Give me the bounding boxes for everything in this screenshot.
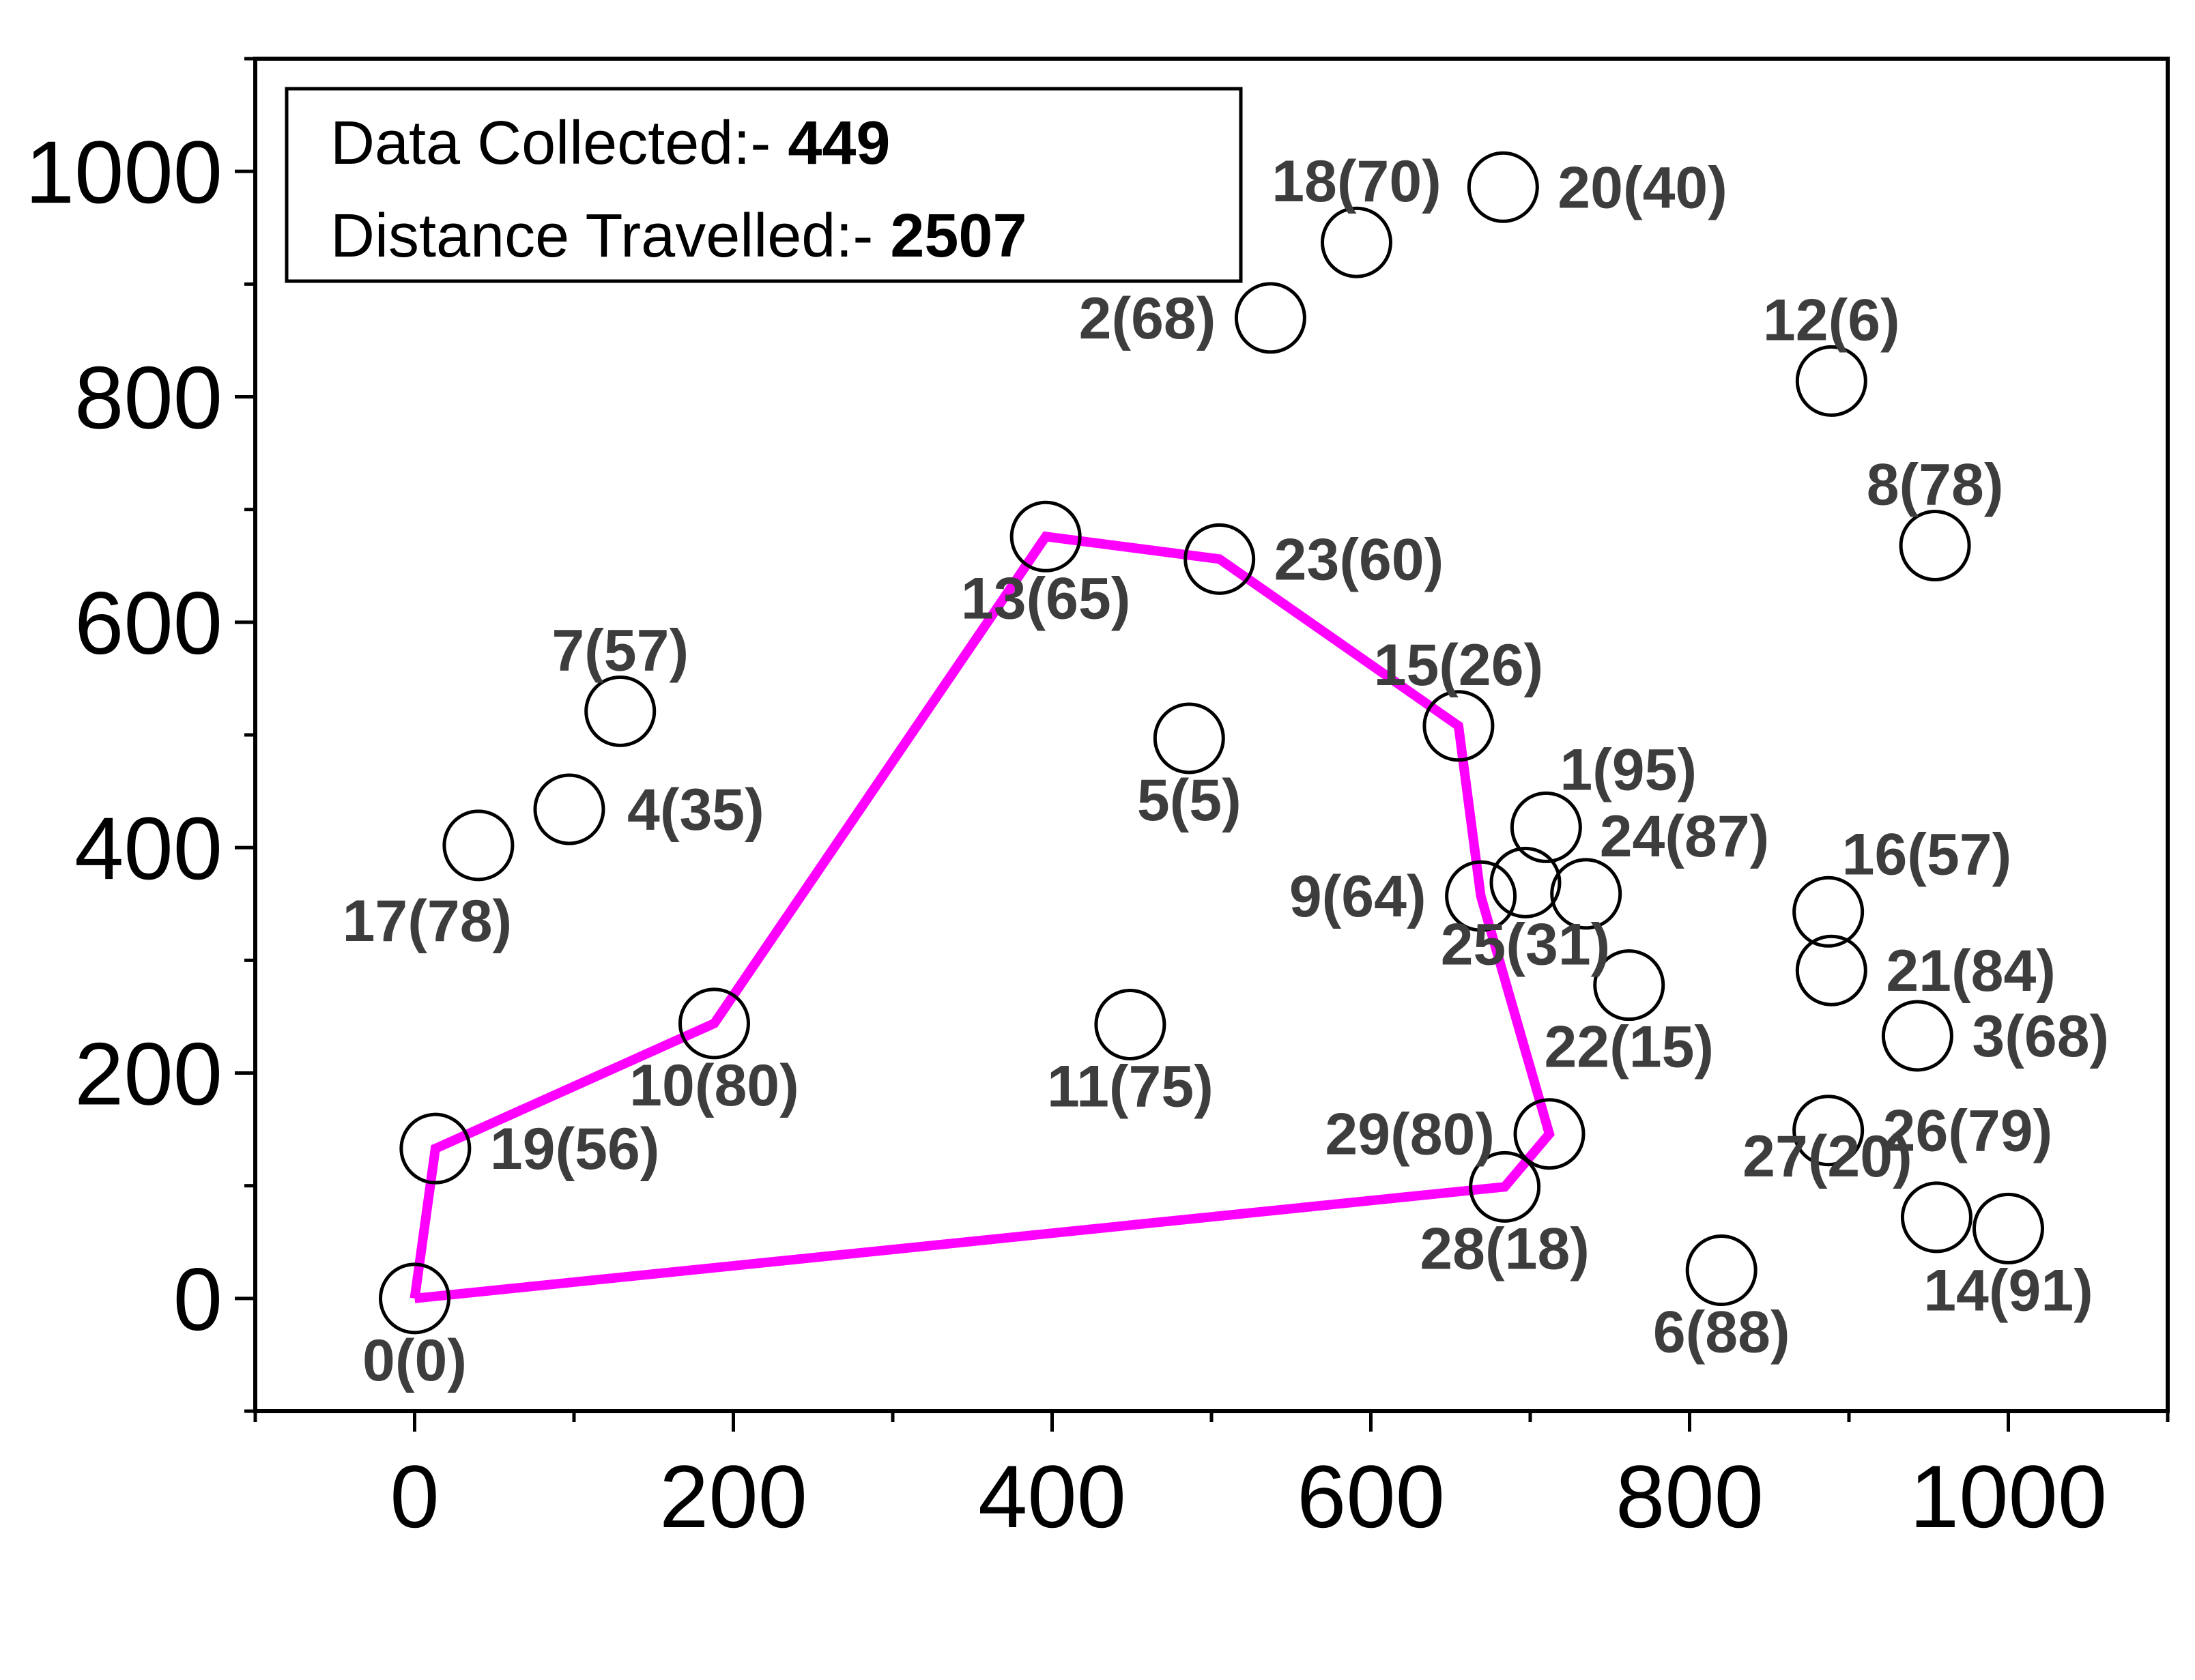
x-tick-label: 400 xyxy=(978,1447,1126,1546)
node-marker xyxy=(584,675,657,747)
node-label: 20(40) xyxy=(1558,155,1727,220)
node-marker xyxy=(1320,206,1392,278)
node-marker xyxy=(1900,1181,1972,1254)
axis-ticks xyxy=(235,57,2170,1432)
node-marker xyxy=(1795,345,1867,417)
node-label: 26(79) xyxy=(1883,1099,2053,1164)
node-marker xyxy=(442,809,515,882)
node-marker xyxy=(1972,1192,2044,1264)
node-label: 4(35) xyxy=(627,777,764,843)
y-tick-label: 400 xyxy=(74,798,223,898)
node-marker xyxy=(1153,702,1225,774)
info-line-distance-travelled: Distance Travelled:- 2507 xyxy=(330,202,1027,270)
node-labels-layer: 0(0) 1(95) 2(68) 3(68) 4(35) 5(5) 6(88) 7(57) 8(… xyxy=(343,149,2110,1393)
node-marker xyxy=(1445,860,1517,932)
node-marker xyxy=(1467,151,1539,223)
distance-travelled-value: 2507 xyxy=(890,202,1027,270)
node-label: 22(15) xyxy=(1544,1015,1714,1080)
y-tick-label: 0 xyxy=(173,1249,223,1349)
data-collected-value: 449 xyxy=(788,109,890,177)
node-label: 7(57) xyxy=(551,618,689,683)
x-tick-label: 200 xyxy=(659,1447,807,1546)
node-marker xyxy=(379,1262,450,1335)
x-tick-label: 0 xyxy=(390,1447,439,1546)
node-marker xyxy=(399,1112,472,1185)
node-label: 18(70) xyxy=(1272,149,1441,214)
node-marker xyxy=(1792,1095,1865,1167)
node-label: 17(78) xyxy=(343,888,513,954)
node-label: 28(18) xyxy=(1420,1216,1590,1281)
node-marker xyxy=(1795,934,1867,1006)
node-marker xyxy=(1422,690,1495,762)
node-label: 13(65) xyxy=(961,566,1131,631)
node-label: 19(56) xyxy=(490,1116,660,1182)
node-marker xyxy=(1510,791,1582,863)
x-tick-label: 600 xyxy=(1297,1447,1445,1546)
node-label: 9(64) xyxy=(1289,864,1426,929)
node-label: 6(88) xyxy=(1653,1300,1790,1365)
node-marker xyxy=(1550,858,1622,930)
data-collected-label: Data Collected:- xyxy=(330,109,788,177)
nodes-layer xyxy=(379,151,2044,1335)
node-marker xyxy=(1881,1000,1953,1072)
node-marker xyxy=(1469,1150,1541,1223)
y-tick-label: 200 xyxy=(74,1024,223,1124)
y-tick-label: 1000 xyxy=(25,122,223,222)
node-label: 27(20) xyxy=(1742,1124,1912,1189)
node-marker xyxy=(533,773,605,845)
node-marker xyxy=(1792,875,1865,948)
node-label: 14(91) xyxy=(1923,1258,2093,1323)
node-marker xyxy=(1513,1098,1586,1170)
node-marker xyxy=(1489,846,1562,918)
info-box-frame xyxy=(285,87,1243,283)
node-label: 8(78) xyxy=(1867,452,2004,518)
node-label: 12(6) xyxy=(1763,287,1900,353)
axis-tick-labels: 0 200 400 600 800 1000 0 200 400 600 800 1000 xyxy=(25,122,2107,1546)
y-tick-label: 800 xyxy=(74,348,223,448)
info-line-data-collected: Data Collected:- 449 xyxy=(330,109,890,177)
node-label: 23(60) xyxy=(1274,527,1444,592)
node-label: 5(5) xyxy=(1137,768,1242,833)
node-label: 10(80) xyxy=(629,1053,799,1118)
node-marker xyxy=(1183,523,1256,595)
node-label: 2(68) xyxy=(1079,286,1216,351)
node-label: 24(87) xyxy=(1600,804,1770,869)
node-label: 21(84) xyxy=(1886,938,2056,1004)
node-marker xyxy=(1234,282,1306,354)
node-marker xyxy=(1899,510,1971,582)
node-label: 25(31) xyxy=(1441,912,1611,977)
node-marker xyxy=(1009,500,1082,573)
node-label: 0(0) xyxy=(362,1328,467,1393)
node-label: 15(26) xyxy=(1374,633,1544,698)
info-box: Data Collected:- 449 Distance Travelled:… xyxy=(285,87,1243,283)
node-label: 11(75) xyxy=(1047,1054,1214,1119)
node-marker xyxy=(678,987,750,1060)
node-marker xyxy=(1094,988,1166,1060)
node-marker xyxy=(1685,1234,1758,1307)
node-label: 29(80) xyxy=(1325,1102,1495,1168)
y-tick-label: 600 xyxy=(74,573,223,673)
node-marker xyxy=(1593,949,1665,1022)
node-label: 1(95) xyxy=(1560,737,1697,802)
node-label: 16(57) xyxy=(1842,822,2012,887)
distance-travelled-label: Distance Travelled:- xyxy=(330,202,890,270)
x-tick-label: 800 xyxy=(1616,1447,1764,1546)
node-label: 3(68) xyxy=(1972,1004,2109,1069)
x-tick-label: 1000 xyxy=(1910,1447,2107,1546)
